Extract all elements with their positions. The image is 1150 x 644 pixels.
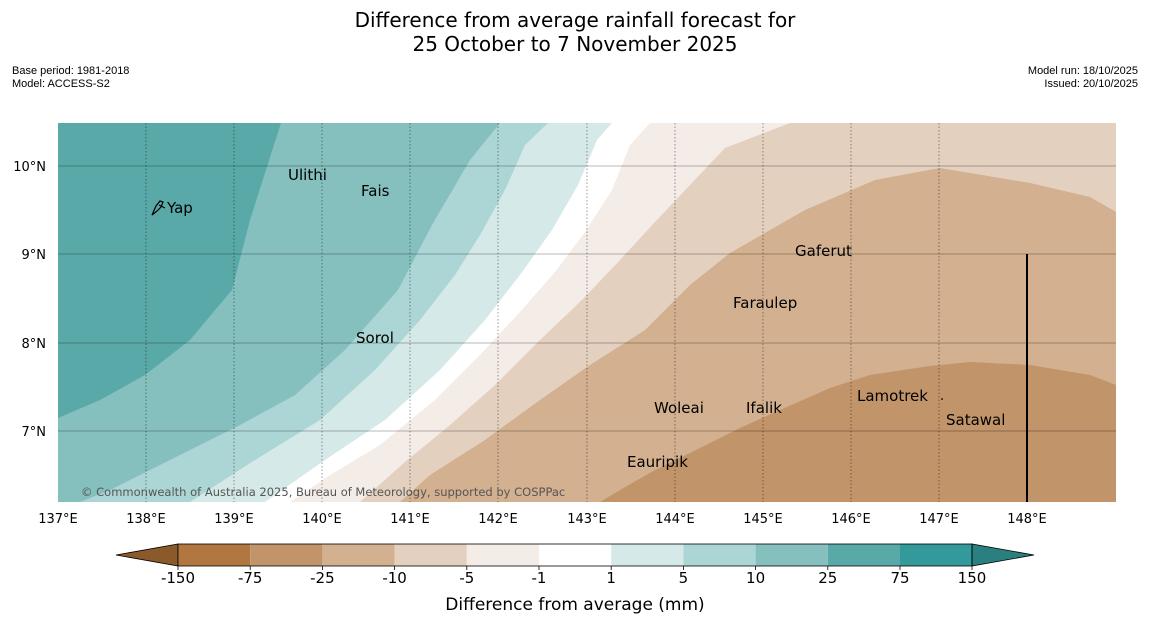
colorbar-segment: [611, 544, 684, 566]
colorbar-segment: [755, 544, 828, 566]
copyright-text: © Commonwealth of Australia 2025, Bureau…: [81, 485, 565, 499]
colorbar-segment: [683, 544, 756, 566]
band-1-5: [190, 123, 1116, 502]
colorbar-segment: [466, 544, 539, 566]
colorbar-tick-label: -150: [161, 569, 195, 587]
place-faraulep: Faraulep: [733, 294, 797, 312]
gridlines: [58, 165, 1116, 432]
colorbar-tick-label: 75: [890, 569, 909, 587]
place-satawal: Satawal: [946, 411, 1005, 429]
lon-label: 144°E: [655, 512, 695, 527]
colorbar-extend-high: [971, 543, 1035, 567]
place-ulithi: Ulithi: [288, 166, 327, 184]
colorbar-extend-low: [115, 543, 179, 567]
satawal-marker: [941, 398, 943, 400]
title-line-1: Difference from average rainfall forecas…: [354, 8, 796, 32]
colorbar-tick-label: 25: [818, 569, 837, 587]
colorbar-segment: [322, 544, 395, 566]
lon-label: 147°E: [919, 512, 959, 527]
colorbar-segment: [178, 544, 251, 566]
colorbar-segment: [394, 544, 467, 566]
band-minus5-minus1: [290, 123, 1116, 502]
meta-left: Base period: 1981-2018 Model: ACCESS-S2: [12, 65, 129, 91]
yap-island-outline: [151, 200, 166, 216]
place-labels: Yap Ulithi Fais Gaferut Faraulep Sorol W…: [166, 166, 1005, 471]
contour-layer: [58, 123, 1116, 502]
meta-right: Model run: 18/10/2025 Issued: 20/10/2025: [1028, 65, 1138, 91]
place-gaferut: Gaferut: [795, 242, 852, 260]
colorbar: [115, 543, 1035, 570]
band-minus1-1: [265, 123, 1116, 502]
colorbar-tick-label: -75: [238, 569, 263, 587]
colorbar-segment: [250, 544, 323, 566]
colorbar-tick-labels: -150 -75 -25 -10 -5 -1 1 5 10 25 75 150: [161, 569, 986, 587]
base-period-text: Base period: 1981-2018: [12, 65, 130, 77]
map-title: Difference from average rainfall forecas…: [0, 8, 1150, 56]
colorbar-tick-label: 150: [958, 569, 987, 587]
lat-axis-labels: 10°N 9°N 8°N 7°N: [13, 160, 46, 440]
place-sorol: Sorol: [356, 329, 394, 347]
model-run-text: Model run: 18/10/2025: [1027, 65, 1138, 77]
colorbar-segment: [539, 544, 612, 566]
lon-label: 139°E: [214, 512, 254, 527]
colorbar-segment: [900, 544, 972, 566]
lat-label: 8°N: [22, 337, 47, 352]
band-minus25-minus10: [400, 168, 1116, 502]
lon-label: 137°E: [38, 512, 78, 527]
place-lamotrek: Lamotrek: [857, 387, 928, 405]
colorbar-frame: [177, 543, 973, 567]
model-text: Model: ACCESS-S2: [12, 78, 110, 90]
band-5-10: [80, 123, 1116, 502]
lon-axis-labels: 137°E 138°E 139°E 140°E 141°E 142°E 143°…: [38, 512, 1047, 527]
band-10-25: [58, 123, 1116, 502]
place-yap: Yap: [166, 199, 193, 217]
lon-label: 140°E: [302, 512, 342, 527]
place-ifalik: Ifalik: [746, 399, 782, 417]
lat-label: 10°N: [13, 160, 46, 175]
band-minus10-minus5: [360, 123, 1116, 502]
place-woleai: Woleai: [654, 399, 704, 417]
lon-label: 138°E: [126, 512, 166, 527]
lon-label: 146°E: [831, 512, 871, 527]
lon-label: 141°E: [390, 512, 430, 527]
lat-label: 9°N: [22, 248, 47, 263]
band-minus75-minus25: [600, 362, 1116, 502]
lon-label: 142°E: [478, 512, 518, 527]
colorbar-tick-label: -1: [532, 569, 547, 587]
title-line-2: 25 October to 7 November 2025: [412, 32, 738, 56]
lon-label: 148°E: [1007, 512, 1047, 527]
band-25-75: [58, 123, 1116, 502]
colorbar-title: Difference from average (mm): [445, 595, 704, 615]
colorbar-tick-label: 5: [679, 569, 689, 587]
colorbar-ticks: [177, 566, 973, 570]
issued-text: Issued: 20/10/2025: [1044, 78, 1138, 90]
colorbar-tick-label: 1: [606, 569, 616, 587]
lon-label: 143°E: [567, 512, 607, 527]
lon-gridlines: [145, 123, 940, 502]
lat-label: 7°N: [22, 425, 47, 440]
colorbar-tick-label: -25: [310, 569, 335, 587]
colorbar-tick-label: -10: [382, 569, 407, 587]
colorbar-segment: [827, 544, 900, 566]
lon-label: 145°E: [743, 512, 783, 527]
place-fais: Fais: [361, 182, 390, 200]
colorbar-tick-label: -5: [459, 569, 474, 587]
colorbar-tick-label: 10: [746, 569, 765, 587]
place-eauripik: Eauripik: [627, 453, 688, 471]
